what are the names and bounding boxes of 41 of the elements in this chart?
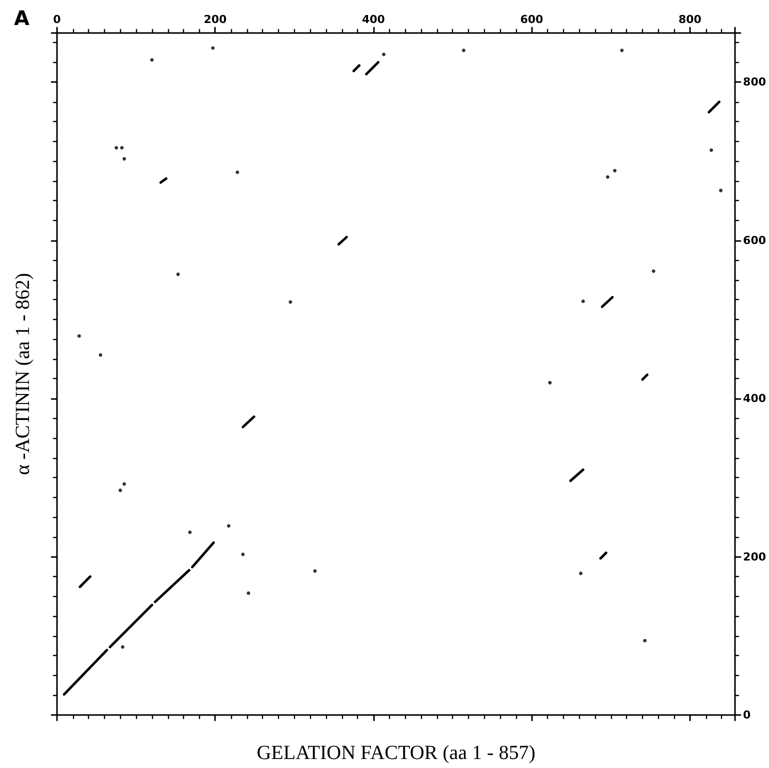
point xyxy=(652,269,656,273)
point xyxy=(176,272,180,276)
x-axis-title: GELATION FACTOR (aa 1 - 857) xyxy=(256,742,536,764)
x-tick-label: 600 xyxy=(520,13,544,26)
point xyxy=(114,146,118,150)
point xyxy=(77,334,81,338)
x-tick-label: 400 xyxy=(362,13,386,26)
y-tick-label: 400 xyxy=(743,392,766,406)
x-tick-label: 800 xyxy=(678,13,702,26)
point xyxy=(122,482,126,486)
point xyxy=(120,645,124,649)
point xyxy=(606,175,610,179)
point xyxy=(462,48,466,52)
point xyxy=(620,48,624,52)
point xyxy=(188,530,192,534)
point xyxy=(613,168,617,172)
point xyxy=(382,52,386,56)
point xyxy=(579,572,583,576)
y-axis-title: α -ACTININ (aa 1 - 862) xyxy=(12,272,34,476)
point xyxy=(288,300,292,304)
point xyxy=(150,58,154,62)
point xyxy=(118,488,122,492)
point xyxy=(643,638,647,642)
y-tick-label: 800 xyxy=(743,76,766,89)
point xyxy=(548,380,552,384)
point xyxy=(241,552,245,556)
point xyxy=(211,46,215,50)
text: A xyxy=(14,6,30,30)
y-tick-label: 200 xyxy=(743,550,766,564)
point xyxy=(226,524,230,528)
x-tick-label: 200 xyxy=(204,13,228,26)
x-tick-label: 0 xyxy=(53,13,62,26)
point xyxy=(236,170,240,174)
y-tick-label: 0 xyxy=(743,708,752,722)
point xyxy=(120,146,124,150)
point xyxy=(246,591,250,595)
point xyxy=(719,188,723,192)
point xyxy=(710,148,714,152)
point xyxy=(122,157,126,161)
point xyxy=(581,299,585,303)
y-tick-label: 600 xyxy=(743,234,766,247)
